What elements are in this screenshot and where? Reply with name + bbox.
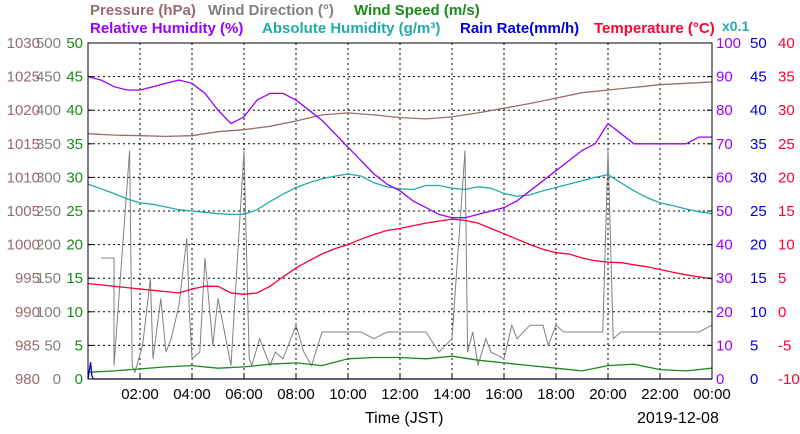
rel-hum-tick-label: 50 <box>716 203 733 220</box>
wind-speed-label: Wind Speed (m/s) <box>354 2 480 19</box>
rain-tick-label: 15 <box>750 270 767 287</box>
pressure-label: Pressure (hPa) <box>90 2 196 19</box>
wind-dir-tick-label: 300 <box>36 169 61 186</box>
rain-tick-label: 0 <box>750 371 758 388</box>
wind-dir-tick-label: 100 <box>36 304 61 321</box>
pressure-tick-label: 1030 <box>7 35 40 52</box>
x-tick-label: 20:00 <box>589 386 627 403</box>
pressure-tick-label: 1025 <box>7 69 40 86</box>
pressure-tick-label: 1005 <box>7 203 40 220</box>
rain-tick-label: 50 <box>750 35 767 52</box>
x-tick-label: 00:00 <box>693 386 731 403</box>
pressure-tick-label: 1000 <box>7 237 40 254</box>
x-tick-label: 06:00 <box>225 386 263 403</box>
date-label: 2019-12-08 <box>637 410 719 427</box>
rel-hum-tick-label: 70 <box>716 136 733 153</box>
rel-hum-tick-label: 90 <box>716 69 733 86</box>
wind-dir-tick-label: 250 <box>36 203 61 220</box>
rain-tick-label: 30 <box>750 169 767 186</box>
x-tick-label: 08:00 <box>277 386 315 403</box>
pressure-tick-label: 1020 <box>7 102 40 119</box>
temperature-tick-label: 0 <box>778 304 786 321</box>
wind-dir-tick-label: 350 <box>36 136 61 153</box>
x-tick-label: 12:00 <box>381 386 419 403</box>
rain-rate-label: Rain Rate(mm/h) <box>460 20 580 37</box>
right-axes: 0102030405060708090100051015202530354045… <box>716 35 800 388</box>
rel-hum-tick-label: 60 <box>716 169 733 186</box>
left-axes: 9809859909951000100510101015102010251030… <box>7 35 712 388</box>
rel-hum-tick-label: 80 <box>716 102 733 119</box>
temperature-tick-label: -10 <box>778 371 800 388</box>
rel-hum-tick-label: 20 <box>716 304 733 321</box>
rain-tick-label: 25 <box>750 203 767 220</box>
wind-dir-tick-label: 50 <box>44 337 61 354</box>
x-axis: 02:00 04:00 06:00 08:00 10:00 12:00 14:00 16:00… <box>121 374 731 403</box>
x-tick-label: 10:00 <box>329 386 367 403</box>
series-abs-hum-line <box>87 173 713 216</box>
wind-dir-tick-label: 200 <box>36 237 61 254</box>
temperature-tick-label: 35 <box>778 69 795 86</box>
pressure-tick-label: 980 <box>15 371 40 388</box>
x-axis-label: Time (JST) <box>365 410 444 427</box>
wind-speed-tick-label: 50 <box>66 35 83 52</box>
pressure-tick-label: 990 <box>15 304 40 321</box>
grid <box>88 43 712 379</box>
wind-speed-tick-label: 30 <box>66 169 83 186</box>
series-rel-hum-line <box>87 75 712 219</box>
pressure-tick-label: 985 <box>15 337 40 354</box>
wind-dir-tick-label: 500 <box>36 35 61 52</box>
temperature-label: Temperature (°C) <box>594 20 715 37</box>
wind-speed-tick-label: 40 <box>66 102 83 119</box>
x-tick-label: 18:00 <box>537 386 575 403</box>
wind-speed-tick-label: 45 <box>66 69 83 86</box>
rel-hum-tick-label: 30 <box>716 270 733 287</box>
wind-speed-tick-label: 0 <box>75 371 83 388</box>
series-wind-dir-line <box>101 150 713 374</box>
x-tick-label: 04:00 <box>173 386 211 403</box>
rel-hum-tick-label: 10 <box>716 337 733 354</box>
series-wind-speed-line <box>87 355 713 373</box>
temperature-tick-label: -5 <box>778 337 791 354</box>
rel-hum-tick-label: 40 <box>716 237 733 254</box>
wind-speed-tick-label: 15 <box>66 270 83 287</box>
abs-humidity-multiplier: x0.1 <box>722 18 750 34</box>
absolute-humidity-label: Absolute Humidity (g/m³) <box>262 20 441 37</box>
x-tick-label: 22:00 <box>641 386 679 403</box>
rain-tick-label: 40 <box>750 102 767 119</box>
rain-tick-label: 45 <box>750 69 767 86</box>
rain-tick-label: 35 <box>750 136 767 153</box>
rel-hum-tick-label: 0 <box>716 371 724 388</box>
pressure-tick-label: 1010 <box>7 169 40 186</box>
wind-dir-tick-label: 450 <box>36 69 61 86</box>
wind-dir-tick-label: 400 <box>36 102 61 119</box>
wind-direction-label: Wind Direction (°) <box>208 2 334 19</box>
rel-hum-tick-label: 100 <box>716 35 741 52</box>
x-tick-label: 14:00 <box>433 386 471 403</box>
temperature-tick-label: 30 <box>778 102 795 119</box>
relative-humidity-label: Relative Humidity (%) <box>90 20 244 37</box>
temperature-tick-label: 20 <box>778 169 795 186</box>
x-tick-label: 02:00 <box>121 386 159 403</box>
temperature-tick-label: 10 <box>778 237 795 254</box>
rain-tick-label: 5 <box>750 337 758 354</box>
series-temperature-line <box>87 218 713 295</box>
wind-speed-tick-label: 20 <box>66 237 83 254</box>
temperature-tick-label: 15 <box>778 203 795 220</box>
rain-tick-label: 20 <box>750 237 767 254</box>
wind-dir-tick-label: 0 <box>53 371 61 388</box>
temperature-tick-label: 25 <box>778 136 795 153</box>
x-tick-label: 16:00 <box>485 386 523 403</box>
temperature-tick-label: 40 <box>778 35 795 52</box>
pressure-tick-label: 995 <box>15 270 40 287</box>
wind-speed-tick-label: 35 <box>66 136 83 153</box>
wind-speed-tick-label: 5 <box>75 337 83 354</box>
pressure-tick-label: 1015 <box>7 136 40 153</box>
wind-speed-tick-label: 25 <box>66 203 83 220</box>
temperature-tick-label: 5 <box>778 270 786 287</box>
wind-dir-tick-label: 150 <box>36 270 61 287</box>
rain-tick-label: 10 <box>750 304 767 321</box>
series-pressure-line <box>87 81 713 138</box>
wind-speed-tick-label: 10 <box>66 304 83 321</box>
